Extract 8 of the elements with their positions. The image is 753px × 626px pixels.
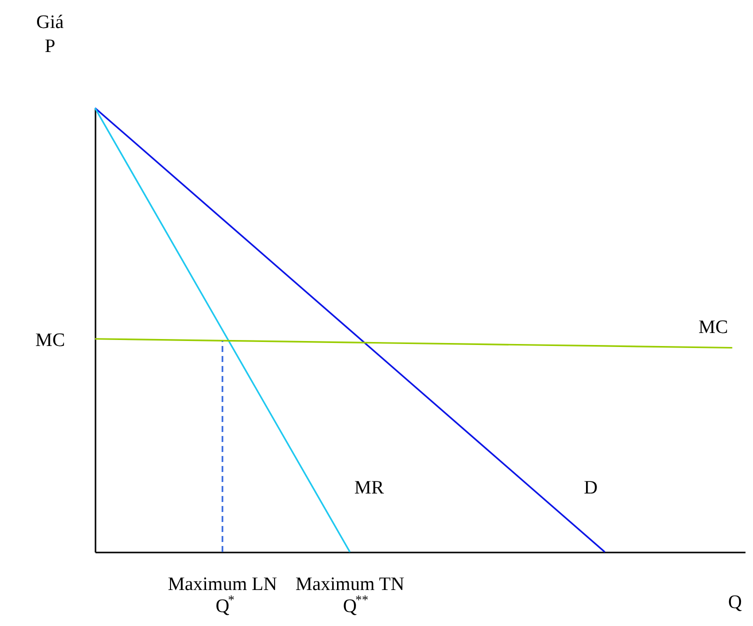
series-label: D bbox=[584, 478, 598, 499]
y-axis-title: Giá P bbox=[36, 12, 64, 57]
series-label: MC bbox=[698, 316, 728, 338]
text: MC bbox=[35, 330, 65, 351]
x-tick-label: Maximum LN Q* bbox=[168, 574, 278, 617]
series-label: MR bbox=[354, 478, 384, 499]
x-tick-label: Maximum TN Q** bbox=[295, 574, 405, 617]
x-axis-title: Q bbox=[728, 592, 742, 613]
